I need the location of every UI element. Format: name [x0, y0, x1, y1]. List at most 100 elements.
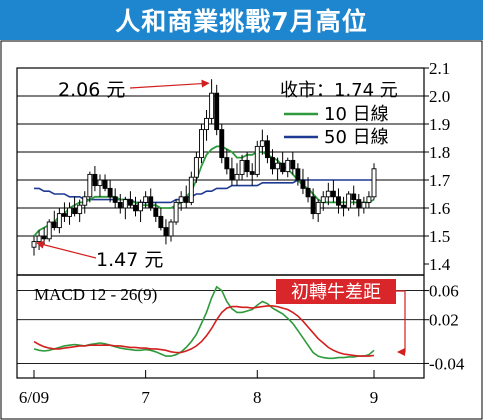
candle-body	[361, 201, 367, 209]
candle-body	[280, 162, 286, 173]
candle-body	[341, 204, 347, 209]
candle-body	[366, 196, 372, 203]
candle-body	[295, 168, 301, 181]
callout-arrow	[396, 290, 406, 356]
candle-body	[41, 235, 47, 240]
chart-figure: 2.1 2.0 1.9 1.8 1.7 1.6 1.5 1.4 0.06 0.02 -0.04 6/0…	[0, 40, 483, 420]
candle-body	[183, 196, 189, 203]
candle-body	[133, 204, 138, 212]
candle-body	[112, 196, 118, 203]
price-tick-label: 2.1	[429, 59, 450, 78]
candle-body	[72, 207, 78, 215]
candle-body	[325, 190, 331, 198]
candle-body	[259, 140, 265, 147]
x-tick-label: 9	[370, 388, 379, 407]
candle-body	[270, 157, 275, 170]
candle-body	[143, 196, 149, 203]
candle-body	[173, 201, 179, 223]
candle-body	[249, 171, 255, 175]
price-tick-label: 1.5	[429, 227, 450, 246]
candle-body	[188, 176, 194, 203]
close-label: 收市：1.74 元	[280, 80, 398, 101]
macd-title: MACD 12 - 26(9)	[34, 285, 157, 304]
candle-body	[178, 196, 184, 203]
candle-body	[92, 173, 98, 187]
candle-body	[290, 159, 296, 170]
candle-body	[229, 168, 235, 181]
candle-body	[330, 190, 336, 198]
candle-body	[87, 173, 93, 198]
x-tick-label: 8	[253, 388, 262, 407]
candle-body	[82, 196, 88, 206]
callout-box	[276, 279, 396, 304]
candle-body	[127, 199, 133, 206]
candle-body	[61, 213, 67, 217]
candle-body	[51, 221, 57, 229]
macd-tick-label: 0.06	[429, 282, 459, 301]
callout-label: 初轉牛差距	[291, 282, 381, 303]
candle-body	[239, 159, 245, 175]
legend-label: 10 日線	[324, 104, 389, 125]
candle-body	[351, 193, 357, 201]
candle-body	[275, 162, 281, 170]
candle-body	[153, 207, 159, 217]
candle-body	[264, 140, 270, 159]
ma10-line	[33, 145, 375, 237]
candle-body	[36, 235, 42, 243]
candle-body	[138, 201, 144, 212]
candle-body	[244, 159, 250, 173]
candle-body	[102, 179, 108, 189]
low-arrow	[36, 240, 97, 259]
candle-body	[214, 92, 220, 131]
candle-body	[315, 201, 321, 215]
candle-body	[336, 196, 341, 206]
candle-body	[310, 196, 316, 215]
candle-body	[209, 92, 215, 119]
candle-body	[148, 196, 154, 209]
outer-frame	[0, 40, 483, 420]
high-arrow	[129, 79, 210, 89]
candle-body	[305, 187, 311, 198]
price-tick-label: 1.8	[429, 143, 450, 162]
chart-title: 人和商業挑戰7月高位	[0, 0, 483, 40]
candle-body	[300, 179, 306, 189]
candle-body	[56, 213, 62, 229]
x-tick-label: 6/09	[19, 388, 49, 407]
candle-body	[320, 196, 326, 203]
price-tick-label: 1.7	[429, 171, 451, 190]
candle-body	[346, 193, 352, 209]
candle-body	[122, 199, 128, 209]
macd-line	[33, 285, 375, 360]
signal-line	[33, 305, 375, 357]
candle-body	[219, 129, 225, 159]
macd-tick-label: -0.04	[429, 354, 465, 373]
candle-body	[163, 227, 169, 237]
candle-body	[97, 179, 103, 187]
price-tick-label: 1.4	[429, 255, 451, 274]
candle-body	[107, 187, 113, 198]
high-label: 2.06 元	[58, 79, 125, 101]
low-label: 1.47 元	[96, 249, 163, 271]
candle-body	[224, 157, 230, 170]
candle-body	[285, 159, 291, 173]
candle-body	[193, 157, 199, 178]
price-tick-label: 1.9	[429, 115, 450, 134]
legend-label: 50 日線	[324, 127, 389, 148]
candle-body	[46, 221, 52, 240]
candle-body	[254, 145, 260, 175]
price-tick-label: 1.6	[429, 199, 450, 218]
candle-body	[356, 199, 362, 209]
candle-body	[204, 117, 209, 131]
candle-body	[31, 241, 37, 248]
macd-tick-label: 0.02	[429, 311, 459, 330]
x-tick-label: 7	[141, 388, 150, 407]
plot-frame	[16, 67, 425, 379]
candle-body	[158, 215, 164, 229]
candle-body	[117, 201, 123, 209]
price-tick-label: 2.0	[429, 87, 450, 106]
candle-body	[77, 204, 83, 215]
candle-body	[199, 129, 204, 159]
candle-body	[168, 221, 174, 237]
candle-body	[67, 207, 72, 217]
